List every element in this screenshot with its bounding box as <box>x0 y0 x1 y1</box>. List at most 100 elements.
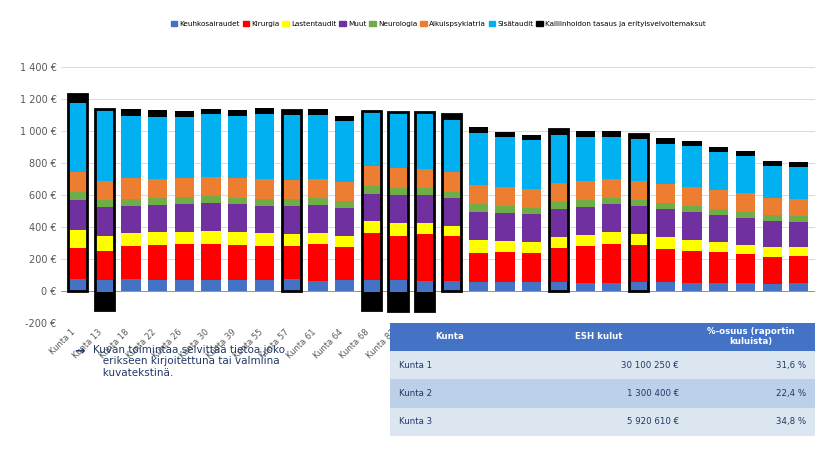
FancyBboxPatch shape <box>509 379 687 408</box>
Bar <box>148 205 167 232</box>
Bar <box>762 198 782 215</box>
Bar <box>282 234 301 246</box>
Bar <box>229 204 247 232</box>
Bar <box>709 215 728 242</box>
Text: %-osuus (raportin
kuluista): %-osuus (raportin kuluista) <box>708 327 795 347</box>
Bar <box>335 115 355 121</box>
Bar <box>709 146 728 152</box>
Text: →: → <box>74 344 84 357</box>
Bar <box>148 179 167 198</box>
Bar <box>495 241 514 252</box>
Bar <box>790 256 808 283</box>
Bar <box>362 166 381 186</box>
Bar <box>735 156 755 194</box>
FancyBboxPatch shape <box>687 351 815 379</box>
Bar <box>94 251 114 280</box>
Bar <box>388 188 408 195</box>
Bar <box>308 233 328 244</box>
Bar <box>576 246 595 282</box>
Bar <box>282 110 301 291</box>
Bar <box>656 249 675 282</box>
Bar <box>388 168 408 188</box>
Text: 34,8 %: 34,8 % <box>776 417 807 426</box>
Bar <box>415 291 434 311</box>
Bar <box>709 208 728 215</box>
Bar <box>415 189 434 195</box>
Bar <box>308 205 328 233</box>
Bar <box>229 245 247 280</box>
Bar <box>201 280 220 291</box>
Bar <box>576 235 595 246</box>
Bar <box>282 115 301 180</box>
Bar <box>121 233 141 246</box>
Bar <box>362 233 381 280</box>
Bar <box>335 201 355 207</box>
Bar <box>415 234 434 281</box>
Bar <box>682 187 702 206</box>
Bar <box>442 198 461 226</box>
Bar <box>282 199 301 206</box>
Bar <box>629 139 648 181</box>
Bar <box>308 115 328 179</box>
Bar <box>94 110 114 310</box>
Bar <box>174 280 194 291</box>
Bar <box>229 198 247 204</box>
Bar <box>762 220 782 247</box>
Bar <box>282 279 301 291</box>
Bar <box>94 181 114 200</box>
Bar <box>468 127 488 132</box>
Bar <box>576 282 595 291</box>
Bar <box>68 279 87 291</box>
Bar <box>308 281 328 291</box>
Bar <box>762 161 782 166</box>
Bar <box>468 211 488 240</box>
Bar <box>602 179 622 198</box>
Bar <box>362 111 381 166</box>
Bar <box>121 178 141 199</box>
Bar <box>576 136 595 181</box>
Bar <box>388 280 408 291</box>
Bar <box>549 237 568 248</box>
Bar <box>762 215 782 220</box>
Bar <box>629 206 648 234</box>
Bar <box>656 203 675 210</box>
Bar <box>709 152 728 190</box>
Bar <box>415 169 434 189</box>
Bar <box>442 192 461 198</box>
Bar <box>629 282 648 291</box>
Bar <box>682 206 702 212</box>
Bar <box>602 244 622 282</box>
Bar <box>495 213 514 241</box>
Bar <box>415 281 434 291</box>
Bar <box>468 204 488 211</box>
Bar <box>629 200 648 206</box>
Bar <box>442 114 461 291</box>
Bar <box>495 282 514 291</box>
Bar <box>94 207 114 236</box>
Bar <box>495 206 514 213</box>
Bar <box>362 194 381 221</box>
Text: 22,4 %: 22,4 % <box>776 389 807 398</box>
Bar <box>388 291 408 311</box>
Bar <box>229 110 247 116</box>
Bar <box>549 135 568 184</box>
Bar <box>709 252 728 282</box>
Bar <box>790 222 808 247</box>
Bar <box>282 110 301 115</box>
Bar <box>602 232 622 244</box>
Bar <box>762 247 782 257</box>
Bar <box>255 280 274 291</box>
Bar <box>656 282 675 291</box>
Bar <box>790 247 808 256</box>
Bar <box>68 230 87 247</box>
Bar <box>735 194 755 212</box>
Bar <box>255 233 274 246</box>
Bar <box>255 198 274 206</box>
Bar <box>94 280 114 291</box>
Bar <box>468 185 488 204</box>
Bar <box>602 204 622 232</box>
Bar <box>495 252 514 282</box>
Bar <box>790 167 808 199</box>
Bar <box>522 140 541 189</box>
Bar <box>576 131 595 136</box>
